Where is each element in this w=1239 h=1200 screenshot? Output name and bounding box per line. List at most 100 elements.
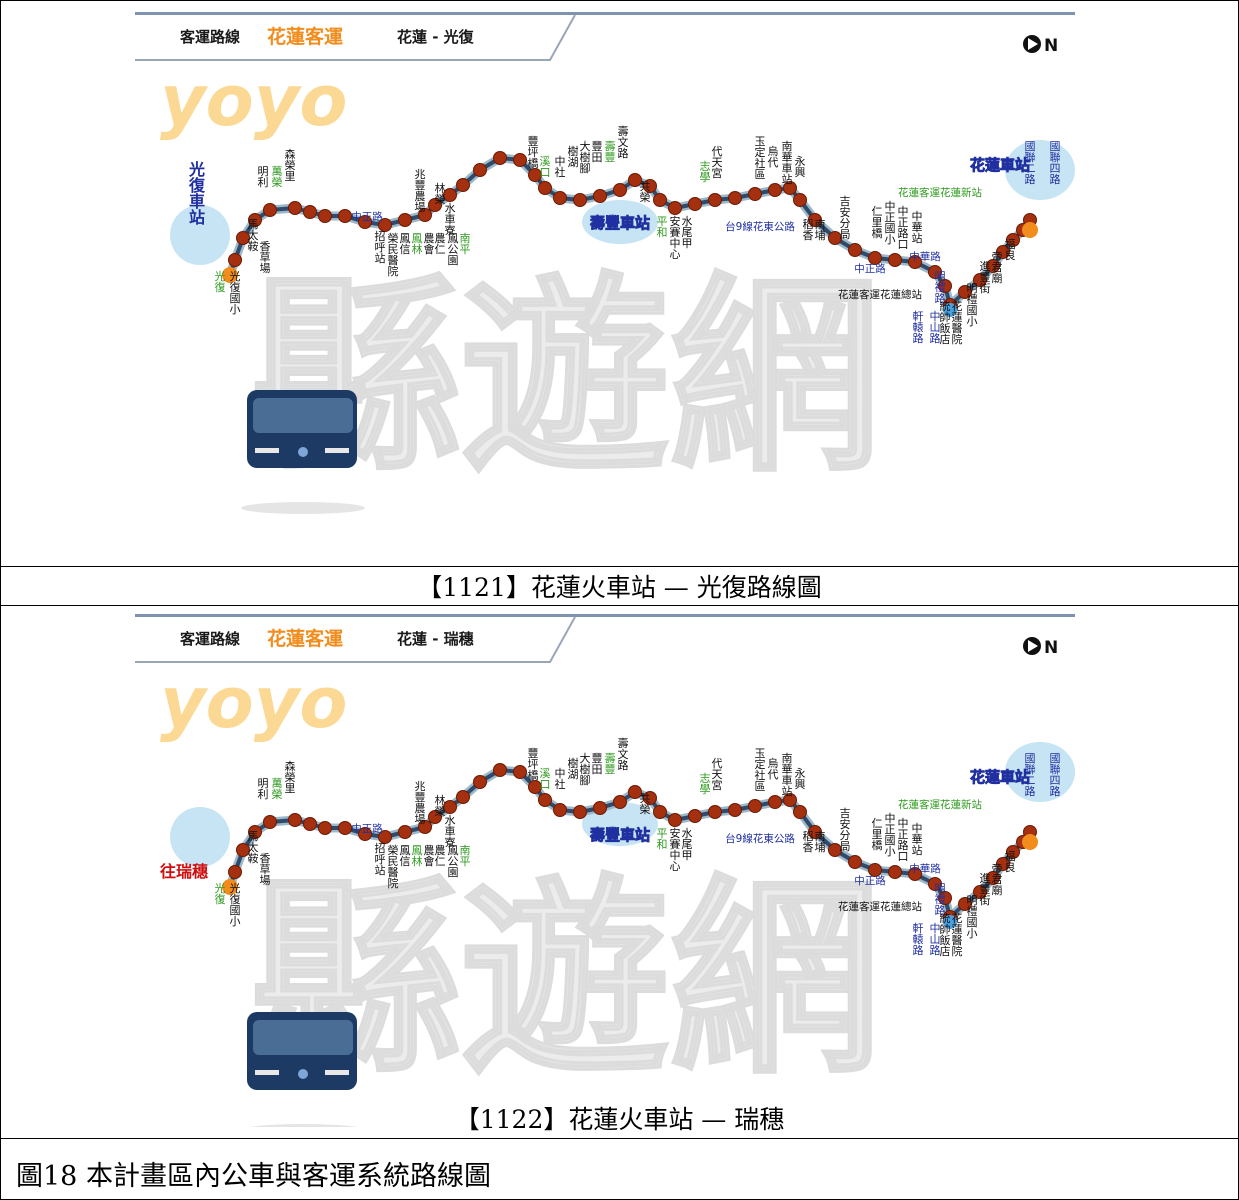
stop-label: 吉安分局 (840, 807, 851, 853)
stop-label: 明禮國小 (967, 282, 978, 328)
stop-label: 水車寮 (445, 202, 456, 237)
stop-marker (318, 821, 332, 835)
stop-marker (338, 209, 352, 223)
stop-marker (263, 203, 277, 217)
stop-label: 光復 (215, 881, 226, 906)
stop-marker (248, 825, 262, 839)
stop-label: 共榮 (640, 180, 651, 204)
stop-marker (493, 151, 507, 165)
stop-marker (783, 181, 797, 195)
stop-marker (573, 193, 587, 207)
stop-label: 豐田 (592, 752, 603, 776)
stop-label: 花蓮客運花蓮新站 (898, 798, 982, 811)
stop-label: 萬榮 (272, 165, 283, 189)
stop-marker (513, 153, 527, 167)
stop-marker (538, 793, 552, 807)
north-label: N (1044, 638, 1058, 658)
stop-label: 鳳林 (412, 232, 423, 256)
bus-light (255, 448, 279, 453)
stop-marker (643, 791, 657, 805)
bus-photo (241, 1012, 365, 1136)
stop-label: 中正路 (351, 210, 383, 223)
stop-marker (318, 209, 332, 223)
stop-marker (513, 765, 527, 779)
stop-marker (628, 785, 642, 799)
stop-marker (668, 813, 682, 827)
header-label: 客運路線 (179, 28, 240, 46)
stop-marker (428, 810, 442, 824)
terminal-marker (222, 267, 238, 283)
stop-marker (593, 189, 607, 203)
stop-label: 台9線花東公路 (725, 220, 795, 233)
stop-label: 林榮 (435, 181, 446, 206)
stop-marker (228, 253, 242, 267)
stop-label: 軒轅路 (913, 310, 924, 345)
yoyo-logo: yoyo (160, 662, 347, 744)
stop-label: 進豐街 (980, 872, 991, 907)
stop-label: 溪口 (540, 767, 551, 791)
stop-label: 明禮路 (935, 882, 946, 917)
stop-label: 平和 (657, 215, 668, 239)
stop-marker (996, 857, 1010, 871)
stop-label: 光復 (215, 269, 226, 294)
stop-label: 帝君廟 (992, 249, 1003, 285)
stop-marker (288, 813, 302, 827)
stop-label: 國聯四路 (1050, 752, 1061, 798)
route-name: 花蓮 - 光復 (397, 28, 475, 46)
bus-shadow (241, 502, 365, 514)
terminal-left-label: 光復車站 (188, 160, 206, 227)
north-arrow-icon (1028, 38, 1038, 50)
stop-label: 帝君廟 (992, 861, 1003, 897)
terminal-marker (943, 915, 957, 929)
stop-marker (538, 181, 552, 195)
stop-label: 中華站 (912, 210, 923, 245)
terminal-marker (222, 879, 238, 895)
stop-label: 豐坪橋 (528, 135, 539, 170)
stop-marker (668, 201, 682, 215)
stop-marker (378, 218, 392, 232)
stop-marker (938, 279, 952, 293)
stop-label: 花蓮客運花蓮新站 (898, 186, 982, 199)
stop-label: 南埔 (815, 218, 826, 242)
stop-label: 統帥飯店 (940, 911, 951, 958)
terminal-marker (943, 303, 957, 317)
stop-label: 溪口 (540, 155, 551, 179)
map-caption-1121: 【1121】花蓮火車站 — 光復路線圖 (417, 573, 822, 602)
stop-marker (628, 173, 642, 187)
stop-marker (573, 805, 587, 819)
stop-marker (1006, 845, 1020, 859)
terminal-glow-left (170, 205, 230, 265)
stop-marker (456, 790, 470, 804)
stop-label: 豐田 (592, 140, 603, 164)
stop-label: 明禮國小 (967, 894, 978, 940)
stop-marker (986, 259, 1000, 273)
stop-marker (303, 817, 317, 831)
company-name: 花蓮客運 (267, 627, 343, 650)
stop-marker (868, 863, 882, 877)
stop-marker (248, 213, 262, 227)
stop-label: 南華車站 (782, 140, 793, 186)
stop-label: 國聯四路 (1050, 140, 1061, 186)
stop-marker (928, 877, 942, 891)
stop-label: 中正路口 (898, 205, 909, 251)
terminal-marker (1022, 222, 1038, 238)
header-divider (135, 14, 576, 61)
hub-label: 壽豐車站 (590, 826, 650, 844)
stop-marker (793, 193, 807, 207)
terminal-marker (1022, 834, 1038, 850)
stop-label: 水尾甲 (682, 827, 693, 862)
stop-label: 明利 (258, 777, 269, 801)
stop-marker (793, 805, 807, 819)
stop-marker (973, 273, 987, 287)
stop-label: 永興 (795, 154, 806, 179)
stop-marker (828, 843, 842, 857)
company-name: 花蓮客運 (267, 25, 343, 48)
stop-label: 烏代 (768, 756, 779, 781)
stop-label: 明利 (258, 165, 269, 189)
row-divider (0, 1138, 1239, 1139)
stop-label: 壽文路 (618, 736, 629, 772)
stop-label: 中社 (555, 767, 566, 791)
stop-label: 香草場 (260, 852, 271, 887)
stop-label: 安賽中心 (670, 826, 681, 873)
stop-label: 南埔 (815, 830, 826, 854)
